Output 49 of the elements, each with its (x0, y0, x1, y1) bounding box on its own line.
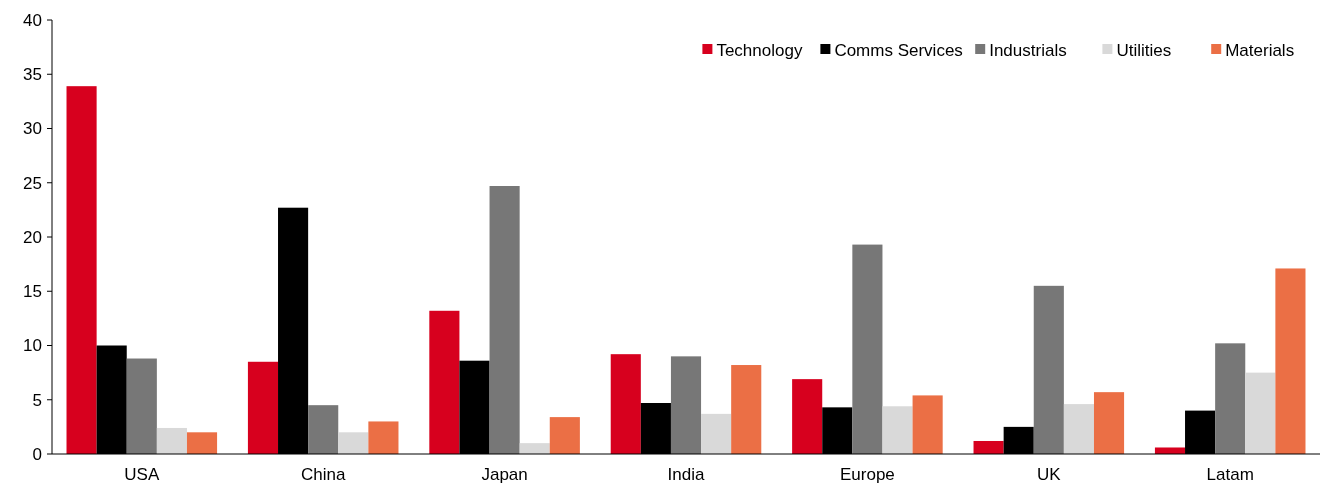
y-tick-label: 30 (23, 119, 42, 139)
x-tick-label: Europe (839, 465, 895, 484)
bar (610, 354, 641, 454)
x-tick-label: India (667, 465, 705, 484)
x-tick-label: USA (124, 465, 160, 484)
bar (792, 379, 823, 454)
bar (1154, 447, 1186, 454)
bar (670, 356, 702, 454)
bar (731, 365, 762, 454)
legend-label: Industrials (989, 40, 1067, 60)
bar (701, 413, 732, 454)
bar (338, 432, 369, 454)
bar (247, 361, 279, 454)
bar (912, 395, 943, 454)
y-tick-label: 15 (23, 282, 42, 302)
bar (489, 186, 520, 454)
bar (66, 86, 97, 454)
bar (186, 432, 218, 454)
legend-label: Utilities (1116, 40, 1172, 60)
y-tick-label: 10 (23, 336, 42, 356)
bar (429, 310, 460, 454)
bar (1033, 285, 1064, 454)
bar (1063, 404, 1094, 454)
bar (1093, 392, 1125, 454)
bar (882, 406, 913, 454)
x-tick-label: China (300, 465, 346, 484)
y-tick-label: 40 (23, 10, 42, 30)
bar (368, 421, 399, 454)
bar (1215, 343, 1246, 454)
bar (1275, 268, 1306, 454)
bar (549, 417, 580, 454)
x-tick-label: Latam (1206, 465, 1254, 484)
x-tick-label: Japan (481, 465, 528, 484)
x-tick-label: UK (1036, 465, 1062, 484)
bar (519, 443, 550, 454)
legend-label: Technology (716, 40, 803, 60)
y-tick-label: 35 (23, 65, 42, 85)
bar (308, 405, 339, 454)
bar (1245, 372, 1276, 454)
y-tick-label: 25 (23, 173, 42, 193)
bar (852, 244, 883, 454)
y-tick-label: 5 (32, 390, 42, 410)
bar (156, 427, 187, 454)
bar (126, 358, 157, 454)
y-tick-label: 20 (23, 227, 42, 247)
y-tick-label: 0 (32, 444, 42, 464)
legend-label: Comms Services (834, 40, 963, 60)
bar (973, 440, 1004, 454)
legend-label: Materials (1225, 40, 1295, 60)
